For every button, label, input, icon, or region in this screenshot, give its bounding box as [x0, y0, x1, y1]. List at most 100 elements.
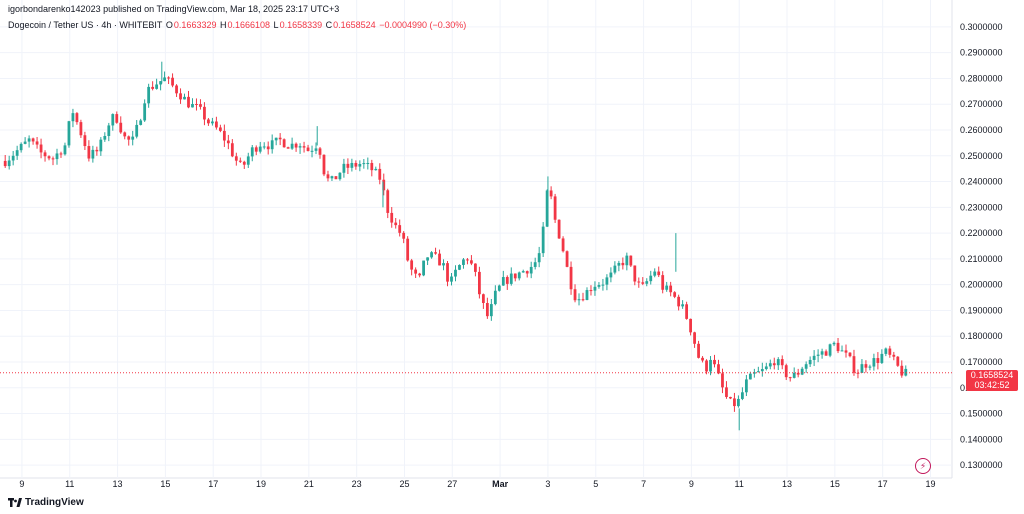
candle-body — [478, 271, 481, 295]
candle-body — [852, 356, 856, 373]
candle-body — [621, 262, 625, 266]
candle-body — [75, 113, 79, 123]
brand-name: TradingView — [25, 497, 84, 508]
candle-body — [565, 251, 569, 267]
candle-body — [131, 136, 135, 140]
candle-body — [537, 253, 541, 263]
candle-body — [63, 145, 67, 155]
candle-body — [462, 259, 465, 265]
candle-body — [788, 377, 792, 379]
candle-body — [159, 81, 162, 85]
candle-body — [163, 77, 166, 82]
candle-body — [597, 285, 601, 287]
candle-body — [872, 358, 876, 367]
y-axis: 0.3000000 0.2900000 0.2800000 0.2700000 0.26… — [960, 22, 1003, 470]
candle-body — [657, 271, 661, 276]
candle-body — [187, 96, 190, 108]
candle-body — [15, 150, 19, 156]
candle-body — [254, 147, 258, 152]
candle-body — [23, 141, 27, 144]
low-label: L — [273, 20, 279, 30]
candle-body — [195, 104, 198, 106]
candle-body — [314, 148, 318, 151]
lightning-icon[interactable]: ⚡ — [915, 458, 931, 474]
candle-body — [250, 147, 254, 157]
candle-body — [645, 281, 649, 284]
symbol-name[interactable]: Dogecoin / Tether US · 4h · WHITEBIT — [8, 20, 163, 30]
candle-body — [633, 265, 637, 282]
candles — [3, 61, 908, 431]
candle-body — [904, 368, 908, 376]
candle-body — [637, 281, 641, 283]
last-price-tag: 0.1658524 03:42:52 — [966, 370, 1018, 391]
candle-body — [828, 344, 832, 356]
candle-body — [820, 351, 824, 355]
y-tick-label: 0.2700000 — [960, 99, 1003, 109]
candle-body — [489, 304, 493, 317]
candle-body — [569, 266, 573, 290]
open-value: 0.1663329 — [173, 20, 217, 30]
candle-body — [414, 269, 418, 274]
candle-body — [892, 354, 896, 357]
candle-body — [83, 135, 87, 147]
tradingview-logo-icon — [8, 498, 22, 507]
candle-body — [294, 143, 298, 148]
candle-body — [290, 143, 294, 149]
candle-body — [557, 219, 561, 239]
candle-body — [529, 266, 533, 274]
candle-body — [322, 154, 326, 175]
candle-body — [47, 156, 51, 159]
x-axis: 9 11 13 15 17 19 21 23 25 27 Mar 3 5 7 9 11 13 15 17 19 — [19, 479, 935, 489]
candle-body — [689, 318, 692, 333]
candle-body — [721, 373, 724, 388]
candle-body — [593, 286, 597, 291]
candle-body — [521, 271, 525, 273]
candle-body — [298, 146, 302, 148]
candle-body — [581, 299, 585, 301]
candle-body — [354, 162, 358, 167]
candle-body — [553, 196, 557, 220]
tradingview-logo[interactable]: TradingView — [8, 497, 84, 508]
candle-body — [884, 348, 888, 354]
candle-body — [661, 275, 665, 290]
candle-body — [517, 272, 521, 279]
candle-body — [422, 260, 426, 276]
x-tick-label: 3 — [545, 479, 550, 489]
candle-body — [876, 358, 880, 363]
candle-body — [848, 352, 852, 357]
candle-body — [430, 252, 433, 258]
candle-body — [95, 149, 99, 152]
candle-body — [410, 260, 414, 270]
candle-body — [840, 350, 844, 352]
candle-body — [238, 160, 242, 162]
bar-countdown: 03:42:52 — [974, 380, 1010, 390]
y-tick-label: 0.1500000 — [960, 409, 1003, 419]
close-label: C — [325, 20, 333, 30]
candle-body — [549, 190, 553, 197]
candle-body — [493, 290, 497, 305]
candle-body — [864, 364, 868, 368]
candle-body — [35, 141, 39, 145]
y-tick-label: 0.1300000 — [960, 460, 1003, 470]
candle-body — [382, 179, 386, 191]
high-label: H — [219, 20, 227, 30]
x-tick-label: 17 — [208, 479, 218, 489]
x-tick-label: 25 — [399, 479, 409, 489]
y-tick-label: 0.1800000 — [960, 331, 1003, 341]
candle-body — [501, 277, 505, 286]
x-tick-label: 13 — [782, 479, 792, 489]
y-tick-label: 0.2800000 — [960, 73, 1003, 83]
y-tick-label: 0.1900000 — [960, 305, 1003, 315]
candle-body — [179, 93, 182, 100]
candle-body — [497, 285, 501, 291]
candle-body — [266, 146, 270, 150]
candle-body — [358, 163, 362, 167]
candle-body — [573, 289, 577, 301]
candle-body — [242, 161, 246, 165]
candle-body — [466, 259, 469, 261]
candle-body — [103, 136, 107, 140]
candle-body — [677, 296, 681, 307]
candle-body — [880, 353, 884, 363]
